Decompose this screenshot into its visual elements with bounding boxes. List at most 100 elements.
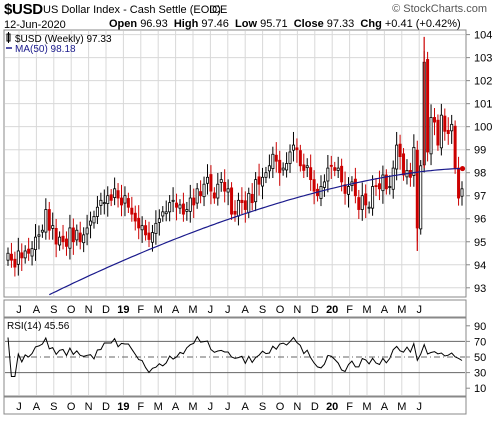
price-y-tick-label: 96 <box>474 214 486 226</box>
x-tick-label-top: N <box>85 304 93 316</box>
rsi-y-tick-label: 30 <box>474 368 486 380</box>
candle-body <box>319 186 323 199</box>
x-tick-label-top: S <box>259 304 266 316</box>
candle-body <box>192 197 196 206</box>
x-tick-label-bottom: J <box>208 401 214 413</box>
price-y-tick-label: 93 <box>474 283 486 295</box>
candle-body <box>395 144 399 170</box>
x-tick-label-top: 19 <box>117 304 129 316</box>
candle-body <box>322 181 326 188</box>
x-tick-label-top: J <box>16 304 22 316</box>
candle-body <box>34 236 38 250</box>
candle-body <box>92 216 96 224</box>
candle-body <box>309 167 313 181</box>
x-tick-label-bottom: M <box>188 401 197 413</box>
candle-body <box>223 181 227 192</box>
candle-body <box>61 235 65 243</box>
candle-body <box>30 248 34 257</box>
legend-ma-label: MA(50) 98.18 <box>15 44 76 55</box>
x-tick-label-top: M <box>188 304 197 316</box>
candle-body <box>254 179 258 203</box>
x-tick-label-top: S <box>50 304 57 316</box>
candle-body <box>243 200 247 210</box>
x-tick-label-top: M <box>362 304 371 316</box>
x-axis-band-bottom <box>3 396 467 415</box>
candle-body <box>230 187 234 215</box>
candle-body <box>137 217 141 229</box>
x-tick-label-bottom: J <box>416 401 422 413</box>
x-tick-label-bottom: O <box>67 401 76 413</box>
x-tick-label-top: A <box>381 304 389 316</box>
candle-body <box>432 117 436 123</box>
candle-body <box>181 203 185 215</box>
x-tick-label-top: A <box>33 304 41 316</box>
candle-body <box>116 190 120 199</box>
x-tick-label-bottom: 19 <box>117 401 129 413</box>
candle-body <box>47 209 51 231</box>
candle-body <box>178 204 182 209</box>
candle-body <box>40 229 44 233</box>
x-tick-label-bottom: O <box>276 401 285 413</box>
candle-body <box>343 184 347 194</box>
rsi-y-tick-label: 10 <box>474 383 486 395</box>
candle-body <box>285 163 289 171</box>
candle-body <box>164 211 168 215</box>
candle-body <box>168 202 172 213</box>
price-y-tick-label: 103 <box>474 53 492 65</box>
x-tick-label-top: J <box>416 304 422 316</box>
x-tick-label-top: O <box>67 304 76 316</box>
brand-watermark: © StockCharts.com <box>392 3 487 15</box>
candle-body <box>54 228 58 245</box>
candle-body <box>106 195 110 204</box>
candle-body <box>9 253 13 261</box>
candle-body <box>298 150 302 167</box>
x-tick-label-top: O <box>276 304 285 316</box>
candle-body <box>144 225 148 236</box>
ma50-line <box>49 168 462 296</box>
candle-body <box>202 183 206 198</box>
candle-body <box>82 234 86 244</box>
candle-body <box>212 192 216 199</box>
x-tick-label-top: F <box>137 304 144 316</box>
candle-body <box>426 59 430 153</box>
x-tick-label-top: N <box>293 304 301 316</box>
x-tick-label-bottom: N <box>293 401 301 413</box>
x-tick-label-bottom: S <box>259 401 266 413</box>
candle-body <box>247 193 251 213</box>
candle-body <box>250 193 254 204</box>
candle-body <box>446 129 450 134</box>
x-tick-label-bottom: N <box>85 401 93 413</box>
x-tick-label-bottom: A <box>242 401 250 413</box>
candle-body <box>85 227 89 235</box>
candle-body <box>130 207 134 215</box>
x-tick-label-top: M <box>154 304 163 316</box>
candle-body <box>185 209 189 212</box>
candle-body <box>195 188 199 204</box>
candle-body <box>353 178 357 197</box>
price-y-tick-label: 102 <box>474 76 492 88</box>
candle-body <box>209 174 213 192</box>
candle-body <box>367 206 371 209</box>
price-y-tick-label: 104 <box>474 30 492 42</box>
rsi-legend-label: RSI(14) 45.56 <box>7 321 70 332</box>
candle-body <box>412 146 416 176</box>
candle-body <box>453 125 457 169</box>
x-tick-label-bottom: J <box>16 401 22 413</box>
candle-body <box>37 234 41 237</box>
candle-body <box>346 186 350 195</box>
candle-body <box>102 202 106 205</box>
candle-body <box>64 238 68 247</box>
x-tick-label-bottom: M <box>362 401 371 413</box>
candle-body <box>71 227 75 243</box>
candle-body <box>377 183 381 190</box>
price-y-tick-label: 99 <box>474 145 486 157</box>
candle-body <box>271 153 275 169</box>
price-y-tick-label: 94 <box>474 260 486 272</box>
candle-body <box>123 195 127 204</box>
candle-body <box>329 164 333 167</box>
rsi-y-tick-label: 70 <box>474 336 486 348</box>
candle-body <box>336 167 340 171</box>
candle-body <box>333 167 337 171</box>
date-label: 12-Jun-2020 <box>4 19 66 31</box>
